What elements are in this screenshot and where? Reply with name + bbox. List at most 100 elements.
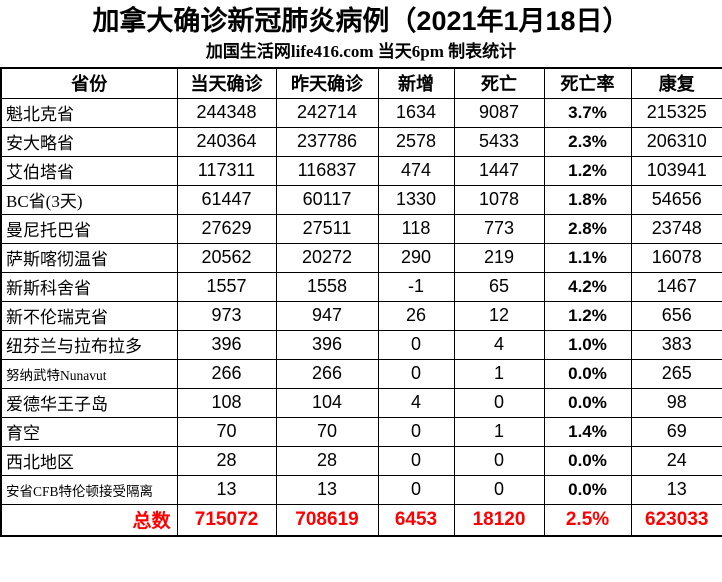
value-cell: 118	[377, 213, 455, 244]
value-cell: 266	[275, 358, 379, 389]
province-cell: 育空	[0, 416, 178, 447]
province-cell: 爱德华王子岛	[0, 387, 178, 418]
value-cell: 266	[176, 358, 277, 389]
death-rate-cell: 0.0%	[543, 387, 632, 418]
table-row: 安大略省 240364 237786 2578 5433 2.3% 206310	[0, 126, 722, 157]
death-rate-cell: 0.0%	[543, 358, 632, 389]
value-cell: 65	[453, 271, 545, 302]
death-rate-cell: 1.0%	[543, 329, 632, 360]
value-cell: 383	[630, 329, 722, 360]
value-cell: 104	[275, 387, 379, 418]
value-cell: 54656	[630, 184, 722, 215]
value-cell: 1447	[453, 155, 545, 186]
value-cell: 1	[453, 416, 545, 447]
value-cell: 27629	[176, 213, 277, 244]
province-cell: 新不伦瑞克省	[0, 300, 178, 331]
value-cell: 69	[630, 416, 722, 447]
value-cell: 70	[176, 416, 277, 447]
column-header-4: 死亡	[453, 67, 545, 99]
value-cell: 0	[377, 329, 455, 360]
value-cell: 973	[176, 300, 277, 331]
province-cell: 曼尼托巴省	[0, 213, 178, 244]
column-header-6: 康复	[630, 67, 722, 99]
value-cell: 1330	[377, 184, 455, 215]
totals-value-cell: 18120	[453, 503, 545, 537]
value-cell: 20272	[275, 242, 379, 273]
table-row: 萨斯喀彻温省 20562 20272 290 219 1.1% 16078	[0, 242, 722, 273]
value-cell: 656	[630, 300, 722, 331]
value-cell: 240364	[176, 126, 277, 157]
province-cell: 安大略省	[0, 126, 178, 157]
death-rate-cell: 2.8%	[543, 213, 632, 244]
province-cell: 努纳武特Nunavut	[0, 358, 178, 389]
column-header-0: 省份	[0, 67, 178, 99]
value-cell: 20562	[176, 242, 277, 273]
value-cell: 1558	[275, 271, 379, 302]
value-cell: 474	[377, 155, 455, 186]
value-cell: -1	[377, 271, 455, 302]
value-cell: 16078	[630, 242, 722, 273]
value-cell: 13	[275, 474, 379, 505]
value-cell: 1557	[176, 271, 277, 302]
totals-value-cell: 708619	[275, 503, 379, 537]
table-row: 新不伦瑞克省 973 947 26 12 1.2% 656	[0, 300, 722, 331]
province-cell: 纽芬兰与拉布拉多	[0, 329, 178, 360]
table-row: 西北地区 28 28 0 0 0.0% 24	[0, 445, 722, 476]
value-cell: 28	[275, 445, 379, 476]
value-cell: 9087	[453, 97, 545, 128]
table-row: 艾伯塔省 117311 116837 474 1447 1.2% 103941	[0, 155, 722, 186]
death-rate-cell: 1.2%	[543, 155, 632, 186]
death-rate-cell: 3.7%	[543, 97, 632, 128]
value-cell: 396	[176, 329, 277, 360]
totals-value-cell: 6453	[377, 503, 455, 537]
death-rate-cell: 4.2%	[543, 271, 632, 302]
value-cell: 23748	[630, 213, 722, 244]
table-row: 纽芬兰与拉布拉多 396 396 0 4 1.0% 383	[0, 329, 722, 360]
table-row: 爱德华王子岛 108 104 4 0 0.0% 98	[0, 387, 722, 418]
value-cell: 0	[377, 416, 455, 447]
totals-label: 总数	[0, 503, 178, 537]
death-rate-cell: 0.0%	[543, 474, 632, 505]
value-cell: 12	[453, 300, 545, 331]
value-cell: 1078	[453, 184, 545, 215]
value-cell: 27511	[275, 213, 379, 244]
page-title: 加拿大确诊新冠肺炎病例（2021年1月18日）	[92, 6, 630, 36]
table-row: 努纳武特Nunavut 266 266 0 1 0.0% 265	[0, 358, 722, 389]
column-header-5: 死亡率	[543, 67, 632, 99]
value-cell: 103941	[630, 155, 722, 186]
province-cell: BC省(3天)	[0, 184, 178, 215]
value-cell: 4	[453, 329, 545, 360]
page-subtitle: 加国生活网life416.com 当天6pm 制表统计	[205, 41, 517, 61]
value-cell: 70	[275, 416, 379, 447]
value-cell: 290	[377, 242, 455, 273]
value-cell: 244348	[176, 97, 277, 128]
value-cell: 108	[176, 387, 277, 418]
value-cell: 0	[377, 358, 455, 389]
column-header-2: 昨天确诊	[275, 67, 379, 99]
death-rate-cell: 2.3%	[543, 126, 632, 157]
column-header-3: 新增	[377, 67, 455, 99]
death-rate-cell: 1.8%	[543, 184, 632, 215]
province-cell: 艾伯塔省	[0, 155, 178, 186]
totals-value-cell: 715072	[176, 503, 277, 537]
value-cell: 773	[453, 213, 545, 244]
death-rate-cell: 1.1%	[543, 242, 632, 273]
value-cell: 1467	[630, 271, 722, 302]
province-cell: 新斯科舍省	[0, 271, 178, 302]
death-rate-cell: 0.0%	[543, 445, 632, 476]
value-cell: 215325	[630, 97, 722, 128]
value-cell: 0	[377, 474, 455, 505]
column-header-1: 当天确诊	[176, 67, 277, 99]
covid-stats-table: 省份 当天确诊 昨天确诊 新增 死亡 死亡率 康复 魁北克省 244348 242714 1634…	[0, 67, 722, 538]
value-cell: 98	[630, 387, 722, 418]
value-cell: 28	[176, 445, 277, 476]
value-cell: 1634	[377, 97, 455, 128]
value-cell: 116837	[275, 155, 379, 186]
value-cell: 5433	[453, 126, 545, 157]
value-cell: 1	[453, 358, 545, 389]
totals-row: 总数 715072 708619 6453 18120 2.5% 623033	[0, 503, 722, 537]
table-row: 魁北克省 244348 242714 1634 9087 3.7% 215325	[0, 97, 722, 128]
value-cell: 265	[630, 358, 722, 389]
value-cell: 396	[275, 329, 379, 360]
